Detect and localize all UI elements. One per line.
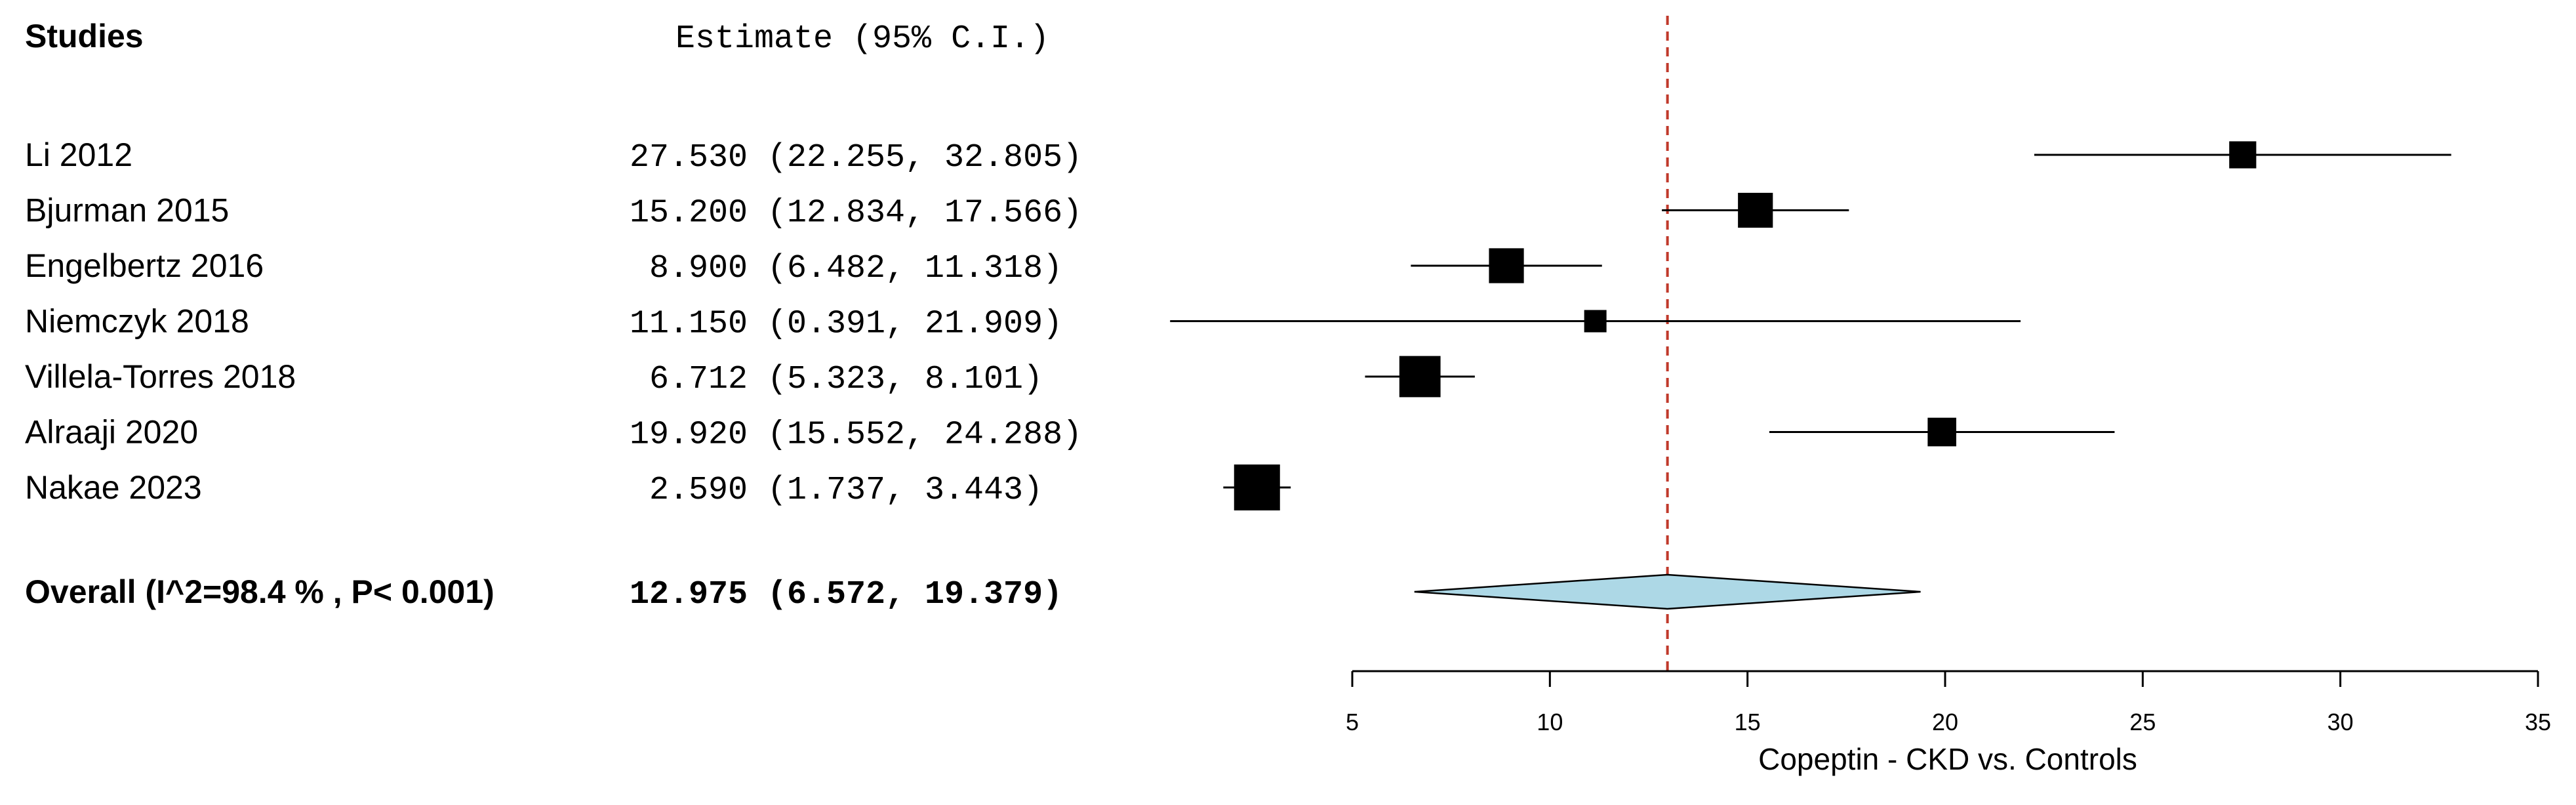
x-tick-label: 30 [2327,709,2354,735]
study-marker [1234,464,1280,510]
overall-name: Overall (I^2=98.4 % , P< 0.001) [25,573,494,610]
study-name: Nakae 2023 [25,469,202,506]
header-studies: Studies [25,18,144,54]
study-ci: (22.255, 32.805) [767,139,1082,176]
study-ci: (15.552, 24.288) [767,417,1082,454]
x-tick-label: 10 [1537,709,1563,735]
plot-layer [1170,16,2451,671]
overall-estimate: 12.975 [630,576,748,613]
study-ci: (6.482, 11.318) [767,250,1062,287]
x-tick-label: 25 [2129,709,2156,735]
study-estimate: 2.590 [649,472,748,509]
study-estimate: 6.712 [649,361,748,398]
header-estimate: Estimate (95% C.I.) [675,20,1049,58]
study-name: Engelbertz 2016 [25,247,264,284]
x-tick-label: 35 [2525,709,2551,735]
study-marker [1738,192,1773,228]
x-tick-label: 15 [1735,709,1761,735]
study-estimate: 19.920 [630,417,748,454]
study-estimate: 8.900 [649,250,748,287]
study-ci: (1.737, 3.443) [767,472,1043,509]
study-estimate: 27.530 [630,139,748,176]
study-name: Alraaji 2020 [25,414,198,451]
overall-diamond [1414,573,1921,610]
axis-layer: 5 10 15 20 25 30 35 Copeptin - CKD vs. Controls [1346,670,2551,776]
study-marker [2229,141,2257,169]
overall-ci: (6.572, 19.379) [767,576,1062,613]
x-tick-label: 20 [1932,709,1958,735]
study-name: Villela-Torres 2018 [25,358,296,395]
study-marker [1399,356,1441,398]
study-ci: (12.834, 17.566) [767,195,1082,232]
x-axis-title: Copeptin - CKD vs. Controls [1758,742,2137,776]
study-marker [1584,310,1607,333]
study-name: Niemczyk 2018 [25,303,249,340]
labels-layer: Studies Estimate (95% C.I.) Li 2012 27.530 (… [25,18,1082,613]
study-estimate: 15.200 [630,195,748,232]
study-estimate: 11.150 [630,306,748,343]
study-name: Li 2012 [25,136,132,173]
study-name: Bjurman 2015 [25,192,229,229]
study-ci: (5.323, 8.101) [767,361,1043,398]
study-marker [1489,248,1524,283]
x-tick-label: 5 [1346,709,1359,735]
study-ci: (0.391, 21.909) [767,306,1062,343]
study-marker [1927,417,1956,447]
